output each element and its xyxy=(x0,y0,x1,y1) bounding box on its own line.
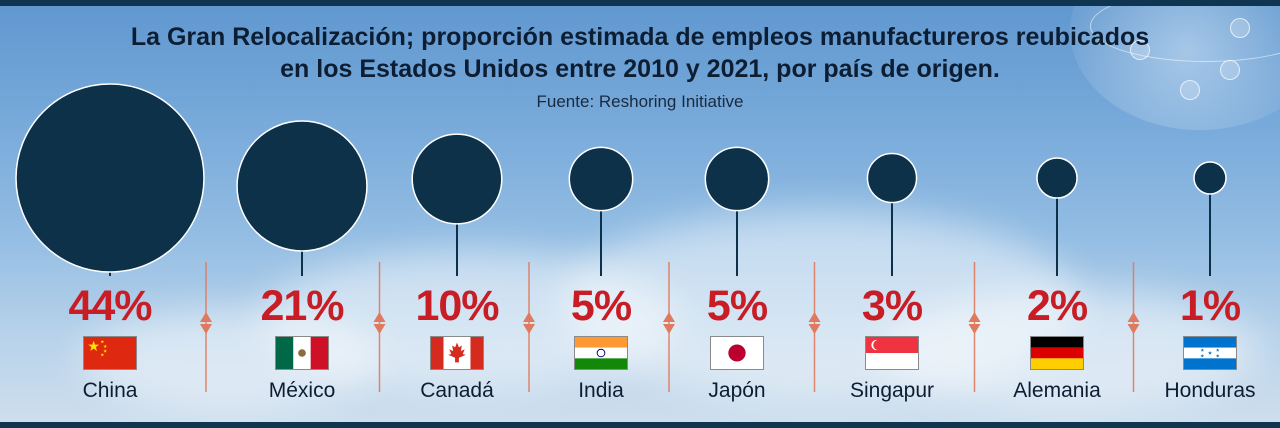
china-flag-icon xyxy=(83,336,137,370)
percent-label: 10% xyxy=(415,282,499,330)
column-separator xyxy=(808,262,821,392)
bubble-méxico xyxy=(236,120,368,252)
column-separator xyxy=(663,262,675,392)
chart-title-line-1: La Gran Relocalización; proporción estim… xyxy=(130,23,1150,51)
country-name: Japón xyxy=(708,379,766,402)
bubble-singapur xyxy=(866,152,918,204)
country-name: Singapur xyxy=(849,379,935,402)
cloud-decoration xyxy=(560,210,1080,400)
mexico-flag-icon xyxy=(275,336,329,370)
percent-label: 1% xyxy=(1179,282,1241,330)
bubble-india xyxy=(568,146,634,212)
country-name: India xyxy=(578,379,624,402)
canada-flag-icon xyxy=(430,336,484,370)
column-separator xyxy=(1127,262,1140,392)
column-separator xyxy=(200,262,212,392)
percent-label: 2% xyxy=(1026,282,1088,330)
germany-flag-icon xyxy=(1030,336,1084,370)
bubble-china xyxy=(15,83,205,273)
bubble-canadá xyxy=(411,133,503,225)
percent-label: 5% xyxy=(570,282,632,330)
chart-title-line-2: en los Estados Unidos entre 2010 y 2021,… xyxy=(280,55,1000,83)
top-border xyxy=(0,0,1280,6)
bottom-border xyxy=(0,422,1280,428)
percent-label: 5% xyxy=(706,282,768,330)
column-separator xyxy=(968,262,981,392)
singapore-flag-icon xyxy=(865,336,919,370)
bubble-japón xyxy=(704,146,770,212)
japan-flag-icon xyxy=(710,336,764,370)
honduras-flag-icon xyxy=(1183,336,1237,370)
percent-label: 44% xyxy=(68,282,152,330)
chart-source: Fuente: Reshoring Initiative xyxy=(536,92,744,111)
country-name: México xyxy=(268,379,336,402)
bubble-honduras xyxy=(1193,161,1227,195)
percent-label: 21% xyxy=(260,282,344,330)
country-name: China xyxy=(82,379,138,402)
india-flag-icon xyxy=(574,336,628,370)
country-name: Alemania xyxy=(1013,379,1101,402)
column-separator xyxy=(373,262,386,392)
column-separator xyxy=(523,262,535,392)
country-name: Canadá xyxy=(420,379,494,402)
bubble-alemania xyxy=(1036,157,1078,199)
percent-label: 3% xyxy=(861,282,923,330)
country-name: Honduras xyxy=(1164,379,1256,402)
